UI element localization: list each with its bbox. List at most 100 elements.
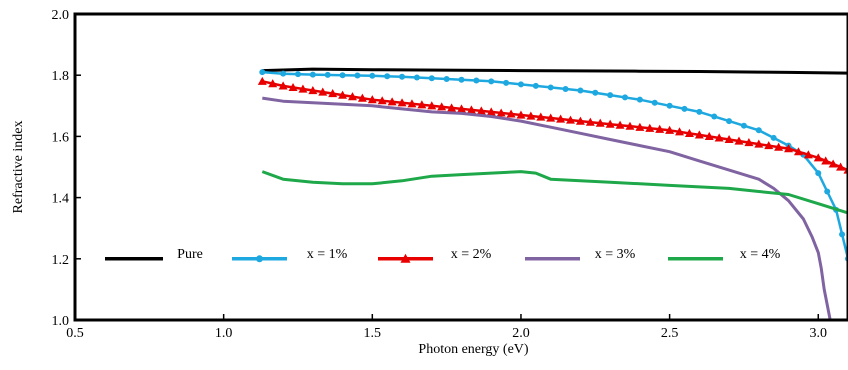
- data-point: [651, 99, 658, 106]
- data-point: [369, 72, 376, 79]
- data-point: [734, 136, 744, 145]
- data-point: [694, 130, 704, 139]
- x-tick-label: 2.5: [661, 326, 679, 341]
- series-layer: [257, 67, 848, 320]
- data-point: [447, 103, 457, 112]
- plot-frame: [73, 12, 848, 322]
- series-4: [262, 96, 832, 320]
- data-point: [754, 139, 764, 148]
- data-point: [486, 107, 496, 116]
- data-point: [427, 101, 437, 110]
- data-point: [566, 115, 576, 124]
- data-point: [546, 113, 556, 122]
- x-tick-label: 0.5: [66, 326, 84, 341]
- data-point: [503, 79, 510, 86]
- data-point: [675, 127, 685, 136]
- data-point: [338, 90, 348, 99]
- data-point: [532, 82, 539, 89]
- data-point: [536, 112, 546, 121]
- data-point: [665, 125, 675, 134]
- series-2: [259, 69, 848, 262]
- x-tick-label: 1.5: [364, 326, 382, 341]
- data-point: [607, 92, 614, 99]
- legend-label: x = 1%: [307, 247, 348, 262]
- data-point: [681, 105, 688, 112]
- data-point: [635, 122, 645, 131]
- data-point: [488, 78, 495, 85]
- series-line: [262, 96, 832, 320]
- data-point: [585, 117, 595, 126]
- data-point: [784, 144, 794, 153]
- data-point: [437, 102, 447, 111]
- data-point: [476, 106, 486, 115]
- data-point: [839, 231, 846, 238]
- x-tick-label: 1.0: [215, 326, 233, 341]
- data-point: [684, 128, 694, 137]
- data-point: [387, 97, 397, 106]
- data-point: [397, 98, 407, 107]
- x-tick-label: 2.0: [512, 326, 530, 341]
- legend: Pure x = 1% x = 2% x = 3% x = 4%: [105, 247, 781, 263]
- data-point: [517, 81, 524, 88]
- data-point: [592, 89, 599, 96]
- data-point: [575, 116, 585, 125]
- data-point: [803, 150, 813, 159]
- series-5: [261, 170, 848, 215]
- data-point: [793, 147, 803, 156]
- data-point: [836, 162, 846, 171]
- y-axis-title: Refractive index: [11, 121, 26, 214]
- data-point: [309, 71, 316, 78]
- data-point: [824, 188, 831, 195]
- data-point: [526, 111, 536, 120]
- data-point: [399, 73, 406, 80]
- data-point: [744, 138, 754, 147]
- data-point: [339, 72, 346, 79]
- data-point: [496, 108, 506, 117]
- series-line: [262, 80, 848, 172]
- data-point: [347, 92, 357, 101]
- data-point: [328, 89, 338, 98]
- data-point: [726, 118, 733, 125]
- data-point: [257, 76, 267, 85]
- y-tick-label: 1.2: [52, 253, 70, 268]
- legend-item: x = 4%: [668, 247, 781, 262]
- data-point: [294, 71, 301, 78]
- y-tick-label: 1.8: [52, 69, 70, 84]
- data-point: [259, 69, 266, 76]
- data-point: [473, 77, 480, 84]
- data-point: [458, 76, 465, 83]
- data-point: [457, 104, 466, 113]
- data-point: [407, 99, 417, 108]
- y-tick-label: 1.4: [52, 192, 70, 207]
- data-point: [443, 76, 450, 83]
- data-point: [645, 123, 655, 132]
- data-point: [655, 124, 665, 133]
- series-line: [262, 67, 848, 75]
- data-point: [288, 82, 298, 92]
- legend-label: x = 4%: [740, 247, 781, 262]
- data-point: [625, 121, 635, 130]
- data-point: [704, 131, 714, 140]
- legend-label: x = 2%: [451, 247, 492, 262]
- legend-item: Pure: [105, 247, 203, 262]
- data-point: [636, 96, 643, 103]
- legend-label: Pure: [177, 247, 203, 262]
- legend-item: x = 3%: [525, 247, 636, 262]
- data-point: [821, 156, 831, 165]
- data-point: [357, 93, 367, 102]
- data-point: [428, 75, 435, 82]
- data-point: [417, 100, 427, 109]
- data-point: [466, 105, 476, 114]
- data-point: [367, 95, 377, 104]
- data-point: [400, 253, 411, 263]
- series-line: [261, 170, 848, 215]
- data-point: [755, 127, 762, 134]
- data-point: [506, 109, 516, 118]
- data-point: [774, 142, 784, 151]
- data-point: [256, 255, 263, 263]
- data-point: [324, 71, 331, 78]
- data-point: [268, 79, 278, 88]
- data-point: [740, 122, 747, 129]
